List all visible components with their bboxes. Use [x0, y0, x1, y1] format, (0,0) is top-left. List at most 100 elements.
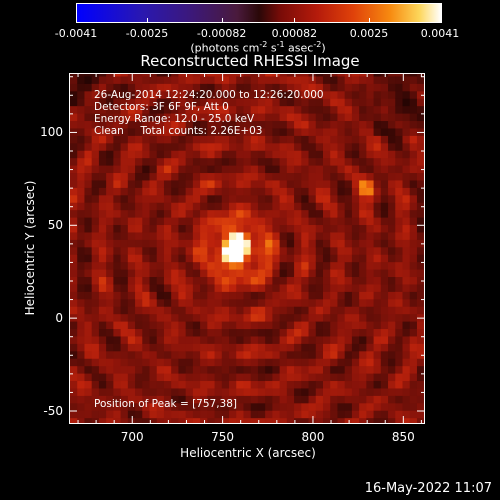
- heatmap-pixel: [221, 395, 230, 404]
- heatmap-pixel: [221, 298, 230, 307]
- heatmap-pixel: [120, 313, 129, 322]
- heatmap-pixel: [388, 328, 396, 337]
- heatmap-pixel: [265, 113, 273, 122]
- heatmap-pixel: [127, 224, 136, 233]
- heatmap-pixel: [163, 373, 172, 382]
- heatmap-pixel: [373, 120, 382, 129]
- heatmap-pixel: [308, 298, 317, 307]
- heatmap-pixel: [142, 172, 151, 181]
- heatmap-pixel: [272, 179, 281, 188]
- heatmap-pixel: [351, 343, 360, 352]
- heatmap-pixel: [229, 246, 237, 255]
- heatmap-pixel: [163, 276, 172, 285]
- heatmap-pixel: [373, 283, 382, 292]
- heatmap-pixel: [279, 365, 288, 374]
- heatmap-pixel: [243, 373, 252, 382]
- heatmap-pixel: [416, 276, 424, 285]
- heatmap-pixel: [301, 209, 310, 218]
- heatmap-pixel: [301, 98, 310, 107]
- heatmap-pixel: [388, 179, 396, 188]
- heatmap-pixel: [207, 298, 216, 307]
- heatmap-pixel: [229, 358, 237, 367]
- heatmap-pixel: [142, 298, 151, 307]
- heatmap-pixel: [294, 402, 302, 411]
- heatmap-pixel: [330, 165, 339, 174]
- heatmap-pixel: [351, 291, 360, 300]
- heatmap-pixel: [120, 224, 129, 233]
- heatmap-pixel: [214, 231, 223, 240]
- heatmap-pixel: [135, 120, 143, 129]
- heatmap-pixel: [214, 83, 223, 92]
- heatmap-pixel: [236, 254, 245, 263]
- heatmap-pixel: [250, 373, 259, 382]
- heatmap-pixel: [330, 90, 339, 99]
- heatmap-pixel: [149, 365, 158, 374]
- heatmap-pixel: [91, 239, 100, 248]
- heatmap-pixel: [359, 358, 367, 367]
- heatmap-pixel: [265, 165, 273, 174]
- heatmap-pixel: [416, 187, 424, 196]
- heatmap-pixel: [178, 321, 187, 330]
- heatmap-pixel: [192, 90, 201, 99]
- heatmap-pixel: [373, 246, 382, 255]
- heatmap-pixel: [409, 350, 418, 359]
- heatmap-pixel: [409, 127, 418, 136]
- heatmap-pixel: [77, 402, 86, 411]
- heatmap-pixel: [214, 127, 223, 136]
- heatmap-pixel: [250, 83, 259, 92]
- heatmap-pixel: [171, 328, 180, 337]
- heatmap-pixel: [135, 224, 143, 233]
- heatmap-pixel: [200, 127, 208, 136]
- heatmap-pixel: [409, 283, 418, 292]
- heatmap-pixel: [243, 395, 252, 404]
- heatmap-pixel: [178, 254, 187, 263]
- heatmap-pixel: [98, 328, 107, 337]
- heatmap-pixel: [185, 269, 194, 278]
- heatmap-pixel: [337, 142, 346, 151]
- heatmap-pixel: [243, 231, 252, 240]
- heatmap-pixel: [120, 395, 129, 404]
- heatmap-pixel: [359, 157, 367, 166]
- heatmap-pixel: [77, 75, 86, 84]
- heatmap-pixel: [286, 291, 295, 300]
- heatmap-pixel: [214, 246, 223, 255]
- heatmap-pixel: [344, 209, 353, 218]
- heatmap-pixel: [135, 365, 143, 374]
- heatmap-pixel: [402, 291, 411, 300]
- heatmap-pixel: [359, 254, 367, 263]
- heatmap-pixel: [243, 350, 252, 359]
- heatmap-pixel: [91, 261, 100, 270]
- heatmap-pixel: [380, 75, 389, 84]
- heatmap-pixel: [308, 209, 317, 218]
- heatmap-pixel: [229, 239, 237, 248]
- heatmap-pixel: [337, 113, 346, 122]
- heatmap-pixel: [330, 209, 339, 218]
- heatmap-pixel: [344, 291, 353, 300]
- heatmap-pixel: [243, 365, 252, 374]
- heatmap-pixel: [77, 90, 86, 99]
- heatmap-pixel: [301, 283, 310, 292]
- heatmap-pixel: [113, 179, 122, 188]
- heatmap-pixel: [409, 74, 418, 77]
- heatmap-pixel: [98, 335, 107, 344]
- heatmap-pixel: [409, 224, 418, 233]
- heatmap-pixel: [294, 172, 302, 181]
- heatmap-pixel: [351, 350, 360, 359]
- heatmap-pixel: [185, 127, 194, 136]
- heatmap-pixel: [149, 395, 158, 404]
- heatmap-pixel: [337, 358, 346, 367]
- heatmap-pixel: [301, 321, 310, 330]
- heatmap-pixel: [402, 328, 411, 337]
- heatmap-pixel: [409, 380, 418, 389]
- heatmap-pixel: [84, 239, 93, 248]
- heatmap-pixel: [308, 239, 317, 248]
- heatmap-pixel: [171, 321, 180, 330]
- heatmap-pixel: [330, 217, 339, 226]
- heatmap-pixel: [185, 343, 194, 352]
- heatmap-pixel: [236, 105, 245, 114]
- heatmap-pixel: [178, 365, 187, 374]
- heatmap-pixel: [366, 194, 375, 203]
- heatmap-pixel: [257, 350, 266, 359]
- heatmap-pixel: [142, 217, 151, 226]
- heatmap-pixel: [315, 254, 324, 263]
